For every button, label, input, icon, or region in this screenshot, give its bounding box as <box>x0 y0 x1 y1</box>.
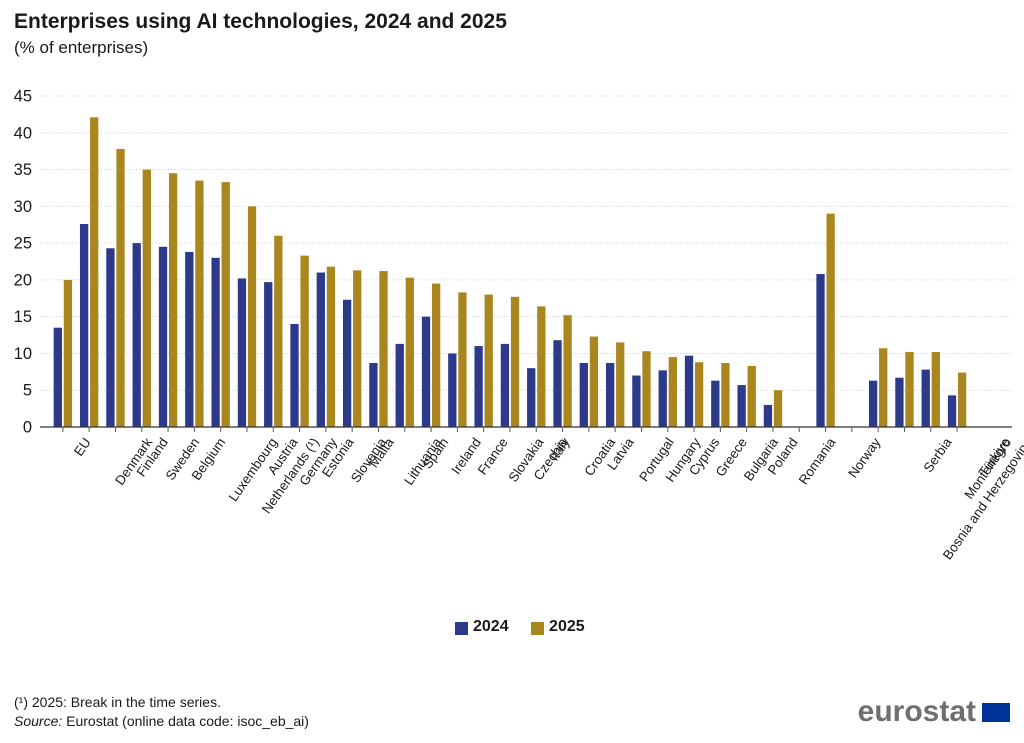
svg-text:15: 15 <box>14 308 32 326</box>
svg-text:45: 45 <box>14 88 32 106</box>
svg-text:20: 20 <box>14 271 32 289</box>
svg-text:35: 35 <box>14 161 32 179</box>
svg-text:0: 0 <box>23 419 32 437</box>
svg-text:5: 5 <box>23 382 32 400</box>
svg-text:40: 40 <box>14 124 32 142</box>
svg-text:25: 25 <box>14 235 32 253</box>
svg-text:10: 10 <box>14 345 32 363</box>
svg-text:30: 30 <box>14 198 32 216</box>
